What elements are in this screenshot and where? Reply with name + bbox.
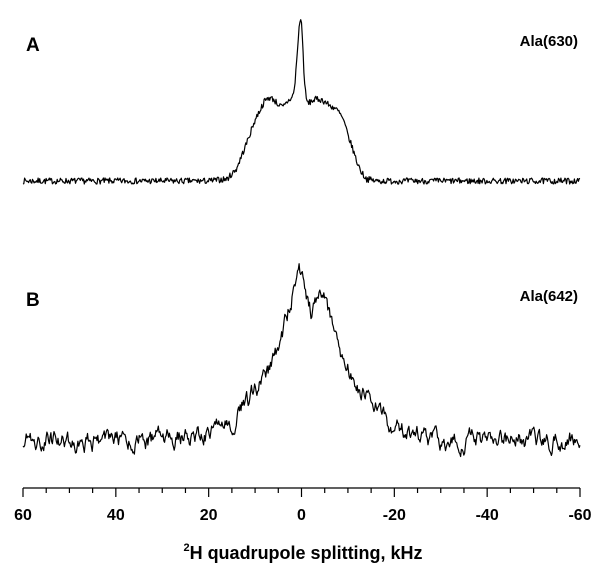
x-axis-title-main: H quadrupole splitting, kHz: [190, 543, 423, 563]
x-tick-label: 0: [297, 507, 306, 524]
x-tick-label: 60: [14, 507, 32, 524]
panel-a-letter: A: [26, 35, 40, 56]
spectrum-b-line: [22, 263, 581, 458]
x-axis-ticks: [22, 488, 581, 497]
x-tick-label: -20: [383, 507, 406, 524]
x-tick-label: -40: [476, 507, 499, 524]
panel-b: B Ala(642): [22, 263, 581, 458]
panel-b-series-label: Ala(642): [520, 288, 578, 305]
spectrum-a-line: [22, 19, 581, 185]
x-axis-title: 2H quadrupole splitting, kHz: [183, 542, 422, 563]
x-tick-label: 20: [200, 507, 218, 524]
x-tick-label: 40: [107, 507, 125, 524]
x-tick-label: -60: [568, 507, 591, 524]
x-axis-tick-labels: 60 40 20 0 -20 -40 -60: [14, 507, 592, 524]
x-axis-title-superscript: 2: [183, 542, 189, 554]
panel-a-series-label: Ala(630): [520, 33, 578, 50]
panel-b-letter: B: [26, 290, 40, 311]
panel-a: A Ala(630): [22, 19, 581, 185]
